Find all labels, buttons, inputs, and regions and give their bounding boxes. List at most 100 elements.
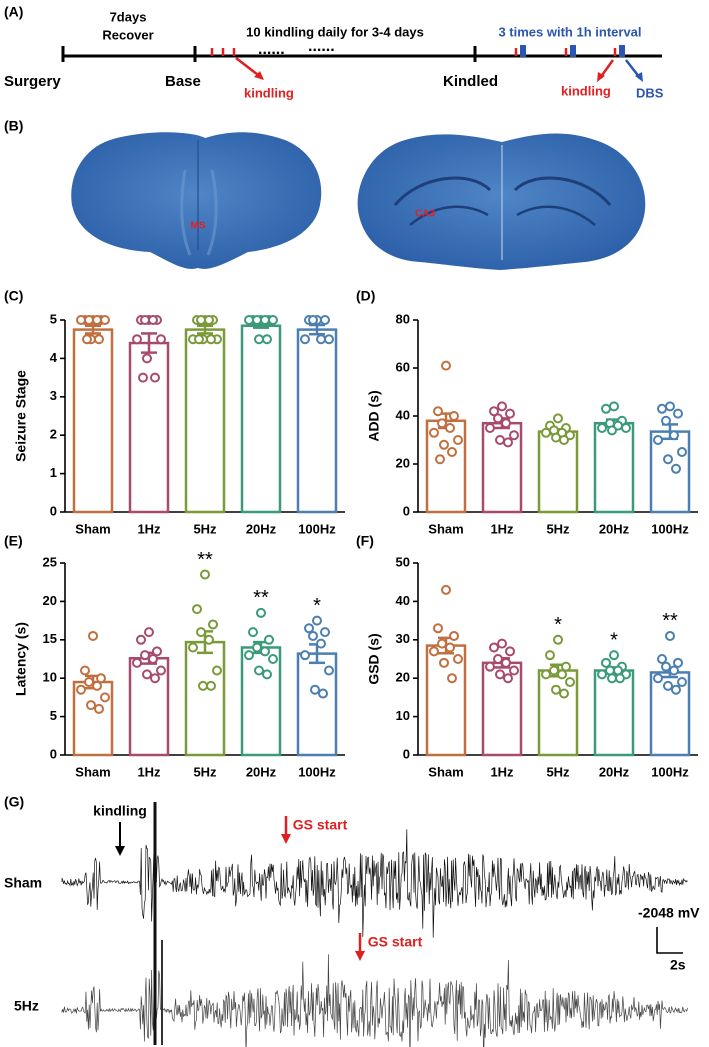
- timeline: ...... ......: [61, 38, 662, 82]
- x-tick-label: 1Hz: [137, 764, 161, 779]
- data-point: [254, 665, 264, 676]
- x-tick-label: 20Hz: [599, 764, 630, 779]
- data-point: [320, 315, 330, 325]
- data-point: [657, 654, 667, 664]
- data-point: [316, 334, 326, 345]
- data-point: [132, 334, 142, 345]
- data-point: [549, 665, 559, 676]
- data-point: [447, 673, 457, 684]
- data-point: [264, 634, 274, 645]
- x-tick-label: 1Hz: [490, 764, 514, 779]
- data-point: [553, 413, 563, 424]
- data-point: [88, 630, 98, 641]
- timeline-label: kindling: [561, 83, 611, 98]
- data-point: [260, 315, 270, 325]
- scale-label: 2s: [670, 957, 686, 973]
- x-tick-label: 20Hz: [246, 521, 277, 536]
- data-point: [156, 334, 166, 345]
- data-point: [503, 673, 513, 684]
- data-point: [557, 669, 567, 680]
- panel-label: (D): [356, 288, 375, 304]
- data-point: [82, 334, 92, 345]
- y-tick-label: 3: [50, 388, 57, 403]
- data-point: [509, 665, 519, 676]
- data-point: [433, 623, 443, 634]
- x-tick-label: 20Hz: [246, 764, 277, 779]
- panel-label: (A): [4, 4, 23, 20]
- y-tick-label: 0: [50, 746, 57, 761]
- data-point: [96, 673, 106, 684]
- data-point: [324, 665, 334, 676]
- bar: [240, 324, 282, 514]
- data-point: [453, 654, 463, 664]
- data-point: [150, 673, 160, 684]
- x-tick-label: 20Hz: [599, 521, 630, 536]
- x-tick-label: 5Hz: [193, 764, 217, 779]
- data-point: [661, 415, 671, 426]
- data-point: [493, 654, 503, 664]
- data-point: [439, 439, 449, 450]
- data-point: [673, 408, 683, 419]
- significance: *: [554, 614, 562, 636]
- data-point: [621, 423, 631, 433]
- data-point: [198, 680, 208, 691]
- data-point: [84, 315, 94, 325]
- error-bar: [85, 324, 101, 335]
- data-point: [495, 669, 505, 680]
- data-point: [607, 673, 617, 684]
- data-point: [669, 665, 679, 676]
- data-point: [142, 353, 152, 364]
- eeg-trace: [61, 829, 688, 938]
- data-point: [653, 435, 663, 445]
- data-point: [94, 703, 104, 714]
- data-point: [607, 425, 617, 436]
- x-tick-label: 5Hz: [546, 764, 570, 779]
- data-point: [188, 642, 198, 653]
- data-point: [92, 680, 102, 691]
- y-axis-title: GSD (s): [366, 633, 382, 684]
- x-tick-label: 100Hz: [298, 764, 336, 779]
- data-point: [435, 454, 445, 465]
- data-point: [316, 638, 326, 649]
- data-point: [601, 403, 611, 414]
- data-point: [665, 630, 675, 641]
- data-point: [144, 627, 154, 638]
- data-point: [609, 650, 619, 661]
- data-point: [597, 669, 607, 680]
- bar: [537, 430, 579, 514]
- data-point: [150, 372, 160, 383]
- data-point: [489, 406, 499, 417]
- data-point: [84, 677, 94, 688]
- data-point: [565, 677, 575, 688]
- y-tick-label: 10: [396, 708, 410, 723]
- data-point: [449, 630, 459, 641]
- x-tick-label: 5Hz: [193, 521, 217, 536]
- data-point: [244, 315, 254, 325]
- dots: ......: [258, 41, 285, 58]
- x-tick-label: 100Hz: [298, 521, 336, 536]
- data-point: [677, 677, 687, 688]
- x-tick-label: 1Hz: [137, 521, 161, 536]
- data-point: [204, 315, 214, 325]
- data-point: [148, 654, 158, 664]
- bar: [184, 640, 226, 757]
- trace-row-label: 5Hz: [14, 998, 39, 1014]
- y-tick-label: 80: [396, 311, 410, 326]
- data-point: [196, 627, 206, 638]
- data-point: [196, 315, 206, 325]
- data-point: [200, 569, 210, 580]
- data-point: [541, 427, 551, 438]
- data-point: [268, 315, 278, 325]
- data-point: [244, 650, 254, 661]
- data-point: [657, 403, 667, 414]
- data-point: [100, 692, 110, 703]
- data-point: [553, 634, 563, 645]
- x-tick-label: 100Hz: [651, 521, 689, 536]
- timeline-label: 7days: [110, 9, 147, 24]
- data-point: [208, 619, 218, 630]
- significance: **: [253, 587, 269, 609]
- data-point: [132, 657, 142, 668]
- data-point: [541, 669, 551, 680]
- data-point: [204, 634, 214, 645]
